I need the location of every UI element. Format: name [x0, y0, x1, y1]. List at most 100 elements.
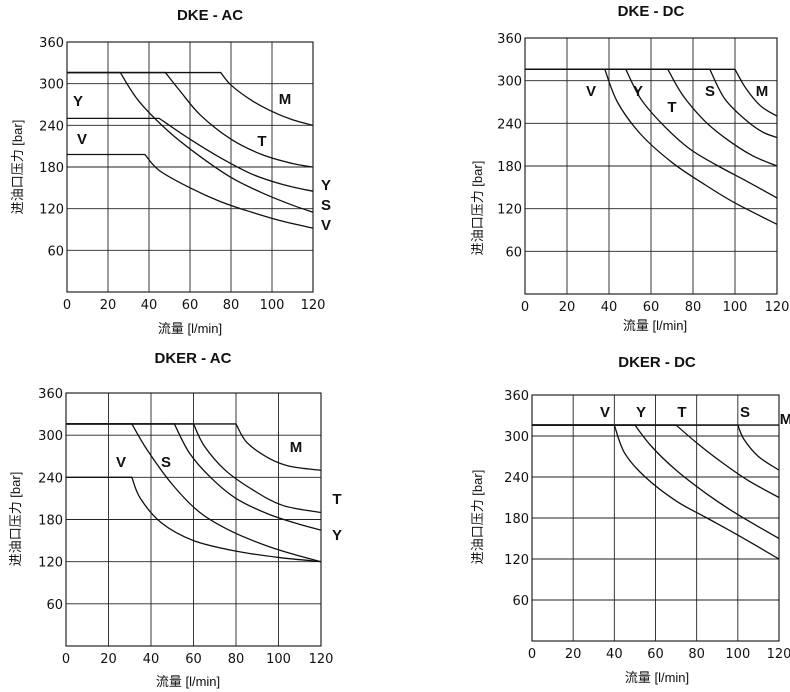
x-tick-label: 120: [765, 300, 790, 315]
y-tick-label: 360: [38, 387, 63, 402]
x-tick-label: 0: [521, 300, 529, 315]
series-label-s: S: [705, 83, 715, 100]
series-line-s: [66, 423, 322, 563]
y-tick-label: 240: [38, 471, 63, 486]
series-label-v: V: [116, 454, 126, 471]
series-label-y: Y: [332, 527, 342, 544]
y-tick-label: 240: [504, 471, 529, 486]
chart-title: DKER - AC: [155, 350, 232, 367]
series-line-t: [532, 424, 780, 499]
series-line-t: [66, 423, 322, 514]
series-line-v: [525, 68, 778, 225]
x-tick-label: 0: [63, 298, 71, 313]
chart-3: DKER - AC 0 20 40 60 80 100 120 60 120 180 240 300 36…: [8, 350, 342, 689]
series-line-y: [67, 117, 314, 192]
chart-title: DKE - DC: [618, 3, 685, 20]
series-line-m: [66, 423, 322, 471]
x-tick-label: 40: [143, 652, 160, 667]
chart-2: DKE - DC 0 20 40 60 80 100 120 60 120 180 240 300 360…: [470, 3, 789, 333]
series-line-s: [67, 71, 314, 213]
chart-title: DKER - DC: [618, 354, 696, 371]
y-tick-label: 120: [39, 203, 64, 218]
series-line-m: [67, 71, 314, 126]
series-line-v: [66, 476, 322, 563]
x-axis-label: 流量 [l/min]: [625, 670, 689, 685]
series-line-t: [67, 71, 314, 168]
plot-frame: [65, 392, 322, 647]
series-line-y: [66, 423, 322, 531]
x-tick-label: 120: [767, 647, 790, 662]
y-axis-label: 进油口压力 [bar]: [470, 470, 485, 565]
y-tick-label: 180: [38, 514, 63, 529]
series-label-m: M: [290, 439, 303, 456]
series-label-v-start: V: [77, 131, 87, 148]
series-label-t: T: [667, 99, 676, 116]
y-tick-label: 300: [38, 429, 63, 444]
series-label-y: Y: [321, 177, 331, 194]
x-tick-label: 120: [301, 298, 326, 313]
x-tick-label: 120: [309, 652, 334, 667]
chart-1: DKE - AC 0 20 40 60 80 100 120 60 120 180 240 300 360…: [10, 7, 331, 336]
series-label-t: T: [332, 491, 341, 508]
series-line-s: [532, 424, 780, 471]
y-tick-label: 360: [39, 36, 64, 51]
y-axis-label: 进油口压力 [bar]: [10, 120, 25, 215]
x-tick-label: 0: [528, 647, 536, 662]
series-label-m: M: [780, 411, 790, 428]
y-tick-label: 360: [504, 389, 529, 404]
y-tick-label: 60: [46, 598, 63, 613]
x-tick-label: 80: [223, 298, 240, 313]
series-label-m: M: [279, 91, 292, 108]
series-line-m: [525, 68, 778, 117]
y-tick-label: 240: [39, 119, 64, 134]
y-tick-label: 240: [497, 117, 522, 132]
x-tick-label: 60: [185, 652, 202, 667]
series-label-m: M: [756, 83, 769, 100]
x-tick-label: 60: [647, 647, 664, 662]
series-line-v: [532, 424, 780, 560]
x-tick-label: 80: [228, 652, 245, 667]
y-tick-label: 60: [47, 244, 64, 259]
series-line-s: [525, 68, 778, 139]
y-tick-label: 120: [38, 556, 63, 571]
chart-4: DKER - DC 0 20 40 60 80 100 120 60 120 180 240 300 36…: [470, 354, 790, 685]
y-tick-label: 300: [39, 78, 64, 93]
x-tick-label: 20: [565, 647, 582, 662]
y-axis-label: 进油口压力 [bar]: [470, 161, 485, 256]
x-tick-label: 60: [182, 298, 199, 313]
x-axis-label: 流量 [l/min]: [156, 674, 220, 689]
x-axis-label: 流量 [l/min]: [623, 318, 687, 333]
series-label-s: S: [321, 197, 331, 214]
plot-frame: [531, 394, 780, 642]
series-label-v: V: [586, 83, 596, 100]
series-line-y: [532, 424, 780, 540]
series-label-y: Y: [636, 404, 646, 421]
series-label-v: V: [321, 217, 331, 234]
x-axis-label: 流量 [l/min]: [158, 321, 222, 336]
series-line-y: [525, 68, 778, 199]
x-tick-label: 40: [141, 298, 158, 313]
series-label-s: S: [740, 404, 750, 421]
x-tick-label: 60: [643, 300, 660, 315]
x-tick-label: 100: [723, 300, 748, 315]
y-tick-label: 120: [504, 553, 529, 568]
x-tick-label: 100: [260, 298, 285, 313]
x-tick-label: 40: [601, 300, 618, 315]
y-tick-label: 180: [39, 161, 64, 176]
chart-title: DKE - AC: [177, 7, 243, 24]
x-tick-label: 40: [606, 647, 623, 662]
series-label-t: T: [677, 404, 686, 421]
series-line-t: [525, 68, 778, 167]
series-label-t: T: [257, 133, 266, 150]
y-tick-label: 60: [505, 245, 522, 260]
x-tick-label: 80: [685, 300, 702, 315]
x-tick-label: 100: [266, 652, 291, 667]
y-axis-label: 进油口压力 [bar]: [8, 472, 23, 567]
series-label-v: V: [600, 404, 610, 421]
y-tick-label: 120: [497, 203, 522, 218]
series-line-v: [67, 153, 314, 229]
x-tick-label: 20: [100, 298, 117, 313]
series-label-s: S: [161, 454, 171, 471]
y-tick-label: 180: [497, 160, 522, 175]
